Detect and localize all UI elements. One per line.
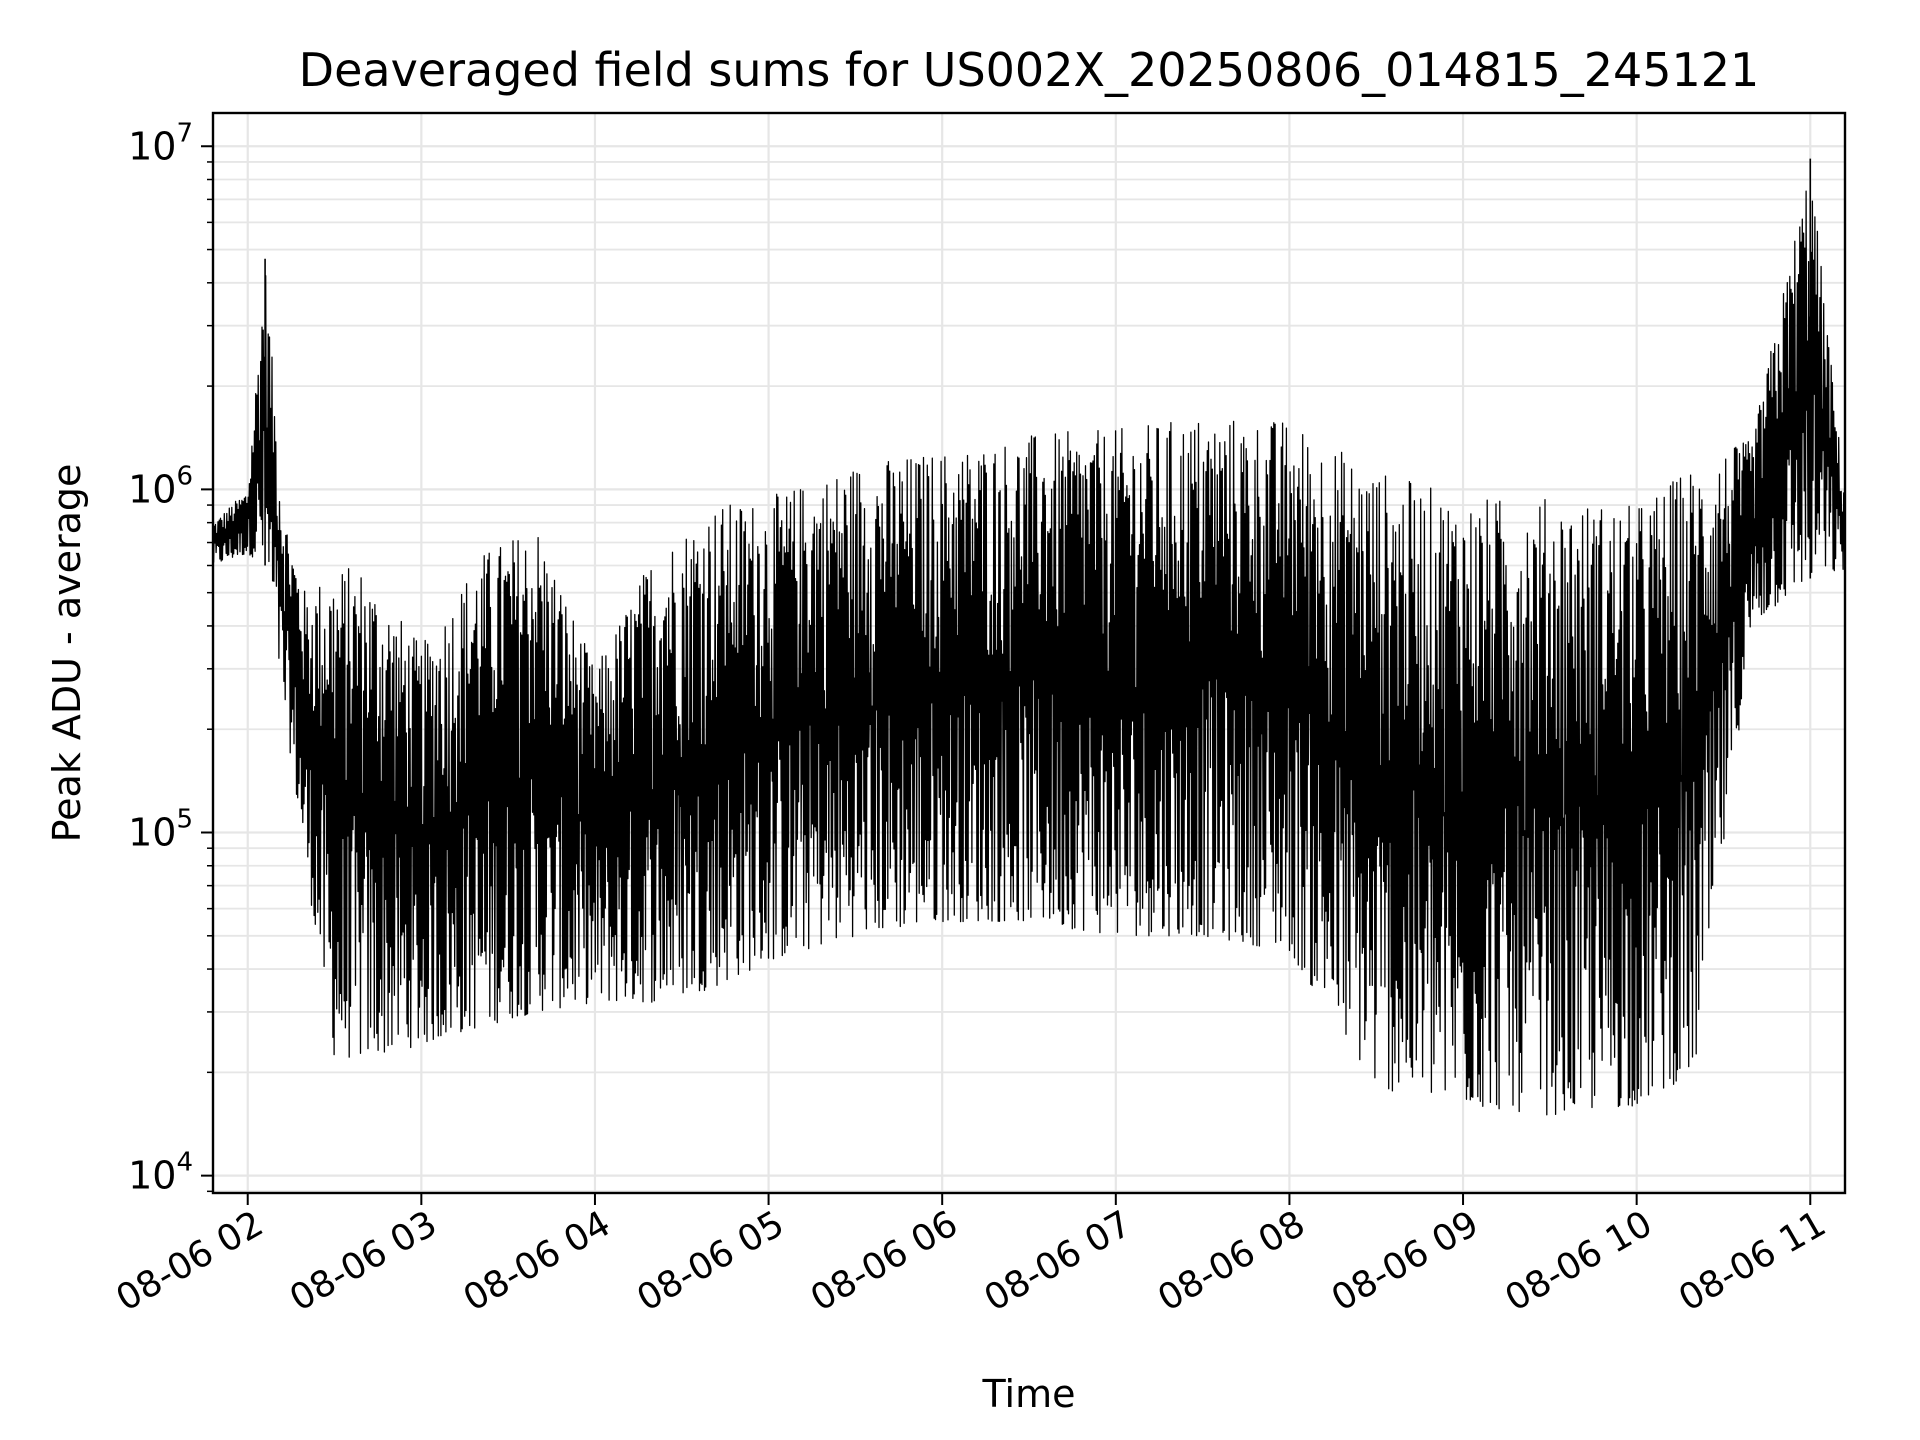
series-line (213, 190, 1845, 1116)
y-tick-label: 104 (128, 1148, 193, 1198)
y-axis-label: Peak ADU - average (45, 464, 89, 843)
x-axis-label: Time (982, 1372, 1076, 1416)
y-tick-label: 106 (128, 461, 193, 511)
chart-title: Deaveraged field sums for US002X_2025080… (299, 43, 1760, 97)
y-tick-label: 105 (128, 805, 193, 855)
data-series (213, 158, 1845, 1116)
y-tick-label: 107 (128, 118, 193, 168)
plot-frame (211, 111, 1847, 1195)
y-axis-ticks: 104 105 106 107 (128, 118, 213, 1198)
